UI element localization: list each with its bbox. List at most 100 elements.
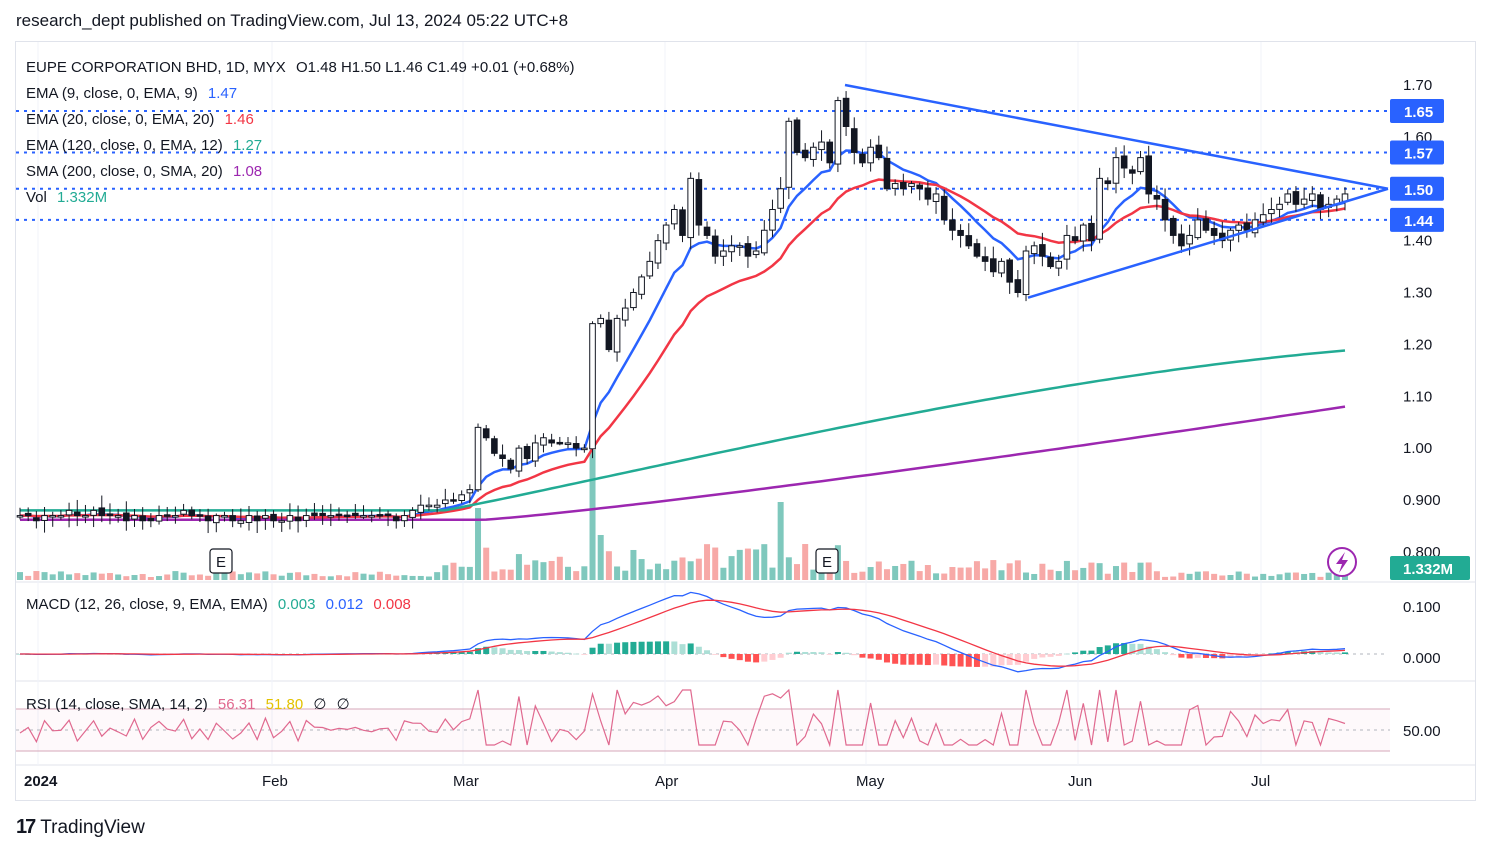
price-badge-label: 1.50 xyxy=(1404,182,1433,199)
earnings-marker xyxy=(815,548,839,574)
macd-hist-bar xyxy=(1227,654,1234,658)
candle-body xyxy=(695,179,703,226)
volume-bar xyxy=(769,567,776,580)
candle-body xyxy=(736,245,744,248)
volume-bar xyxy=(1211,573,1218,580)
macd-hist-bar xyxy=(532,651,539,654)
volume-bar xyxy=(949,567,956,580)
macd-hist-bar xyxy=(990,654,997,667)
macd-hist-bar xyxy=(834,652,841,654)
volume-bar xyxy=(1129,571,1136,580)
candle-body xyxy=(442,499,449,505)
candle-body xyxy=(1030,245,1038,255)
candle-body xyxy=(131,515,138,520)
legend-ema20[interactable]: EMA (20, close, 0, EMA, 20) 1.46 xyxy=(26,111,254,128)
volume-bar xyxy=(1325,572,1332,580)
candle-body xyxy=(523,446,531,459)
macd-hist-bar xyxy=(712,654,719,655)
candle-body xyxy=(474,426,482,491)
signal-line xyxy=(20,599,1346,667)
candle-body xyxy=(221,515,228,518)
volume-bar xyxy=(270,574,277,580)
macd-hist-bar xyxy=(1170,654,1177,656)
rsi-legend[interactable]: RSI (14, close, SMA, 14, 2) 56.31 51.80 … xyxy=(26,696,350,713)
candle-body xyxy=(327,515,335,518)
macd-hist-bar xyxy=(892,654,899,664)
candle-body xyxy=(1161,198,1169,221)
candle-body xyxy=(597,317,605,325)
volume-bar xyxy=(1243,573,1250,580)
volume-bar xyxy=(74,573,81,580)
legend-ema120[interactable]: EMA (120, close, 0, EMA, 12) 1.27 xyxy=(26,137,263,154)
macd-hist-bar xyxy=(540,650,547,654)
trendline-lower xyxy=(1027,187,1389,299)
earnings-marker-label: E xyxy=(216,554,226,571)
candle-body xyxy=(507,459,515,470)
price-tick-label: 1.30 xyxy=(1403,285,1432,302)
volume-bar xyxy=(254,573,261,580)
macd-hist-bar xyxy=(524,651,531,654)
candle-body xyxy=(769,209,776,231)
candle-body xyxy=(368,515,375,518)
legend-sma200[interactable]: SMA (200, close, 0, SMA, 20) 1.08 xyxy=(26,163,263,180)
macd-hist-bar xyxy=(556,652,563,654)
volume-bar xyxy=(98,573,105,580)
volume-bar xyxy=(327,576,334,580)
price-badge-label: 1.65 xyxy=(1404,104,1433,121)
volume-bar xyxy=(368,574,375,580)
macd-hist-bar xyxy=(499,648,506,654)
candle-body xyxy=(33,517,40,522)
candle-body xyxy=(1145,155,1153,195)
macd-hist-bar xyxy=(924,654,931,666)
volume-bar xyxy=(695,558,702,580)
macd-hist-bar xyxy=(458,652,465,654)
candle-body xyxy=(16,515,24,518)
candle-body xyxy=(1047,256,1054,268)
volume-bar xyxy=(973,561,980,580)
macd-hist-bar xyxy=(483,646,490,654)
macd-hist-bar xyxy=(1096,647,1103,654)
volume-bar xyxy=(761,544,768,580)
volume-bar xyxy=(990,560,997,580)
macd-hist-bar xyxy=(949,654,956,667)
macd-hist-bar xyxy=(1112,643,1119,654)
candle-body xyxy=(842,97,850,128)
volume-bar xyxy=(172,571,179,580)
macd-legend[interactable]: MACD (12, 26, close, 9, EMA, EMA) 0.003 … xyxy=(26,596,411,613)
price-tick-label: 0.900 xyxy=(1403,492,1441,509)
legend-ema9[interactable]: EMA (9, close, 0, EMA, 9) 1.47 xyxy=(26,85,238,102)
candle-body xyxy=(1022,250,1030,296)
candle-body xyxy=(237,520,245,524)
price-tick-label: 1.10 xyxy=(1403,388,1432,405)
candle-body xyxy=(343,514,351,518)
candle-body xyxy=(1096,177,1103,240)
legend-volume[interactable]: Vol 1.332M xyxy=(26,189,108,206)
macd-hist-bar xyxy=(941,654,948,666)
candle-body xyxy=(867,146,874,164)
volume-bar xyxy=(1186,573,1193,580)
macd-hist-bar xyxy=(802,651,809,654)
price-tick-label: 1.70 xyxy=(1403,77,1432,94)
volume-badge xyxy=(1390,556,1470,580)
volume-bar xyxy=(1031,573,1038,580)
candle-body xyxy=(499,454,506,460)
candle-body xyxy=(916,184,923,190)
macd-hist-bar xyxy=(851,654,858,656)
volume-bar xyxy=(916,571,923,580)
candle-body xyxy=(409,509,416,518)
volume-bar xyxy=(982,568,989,580)
macd-hist-bar xyxy=(1080,650,1087,654)
macd-hist-bar xyxy=(687,643,694,654)
macd-hist-bar xyxy=(908,654,915,665)
volume-bar xyxy=(614,566,621,580)
macd-hist-bar xyxy=(965,654,972,667)
macd-hist-bar xyxy=(704,650,711,654)
candle-body xyxy=(425,504,433,508)
volume-bar xyxy=(376,571,383,580)
macd-hist-bar xyxy=(867,654,874,659)
volume-bar xyxy=(941,573,948,580)
candle-body xyxy=(785,120,793,188)
candle-body xyxy=(401,515,408,522)
tradingview-logo-icon: 17 xyxy=(16,816,36,838)
